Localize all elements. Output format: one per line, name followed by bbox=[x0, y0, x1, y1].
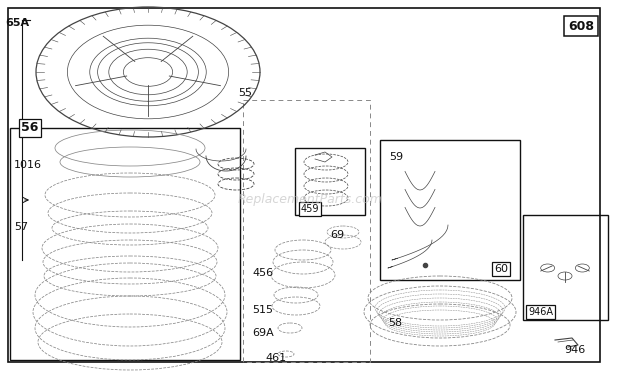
Bar bbox=[295, 148, 365, 215]
Text: 1016: 1016 bbox=[14, 160, 42, 170]
Text: 69A: 69A bbox=[252, 328, 274, 338]
Text: 59: 59 bbox=[389, 152, 403, 162]
Text: 946: 946 bbox=[564, 345, 585, 355]
Text: 58: 58 bbox=[388, 318, 402, 328]
Text: 69: 69 bbox=[330, 230, 344, 240]
Text: 57: 57 bbox=[14, 222, 28, 232]
Bar bbox=[523, 215, 608, 320]
Text: 65A: 65A bbox=[5, 18, 29, 28]
Bar bbox=[243, 100, 370, 362]
Bar bbox=[10, 128, 240, 360]
Text: 56: 56 bbox=[21, 121, 38, 134]
Text: 456: 456 bbox=[252, 268, 273, 278]
Text: ReplacementParts.com: ReplacementParts.com bbox=[237, 194, 383, 207]
Text: 60: 60 bbox=[494, 264, 508, 274]
Text: 946A: 946A bbox=[528, 307, 553, 317]
Text: 461: 461 bbox=[265, 353, 286, 363]
Text: 515: 515 bbox=[252, 305, 273, 315]
Text: 608: 608 bbox=[568, 20, 594, 33]
Text: 459: 459 bbox=[301, 204, 319, 214]
Bar bbox=[380, 140, 520, 280]
Text: 55: 55 bbox=[238, 88, 252, 98]
